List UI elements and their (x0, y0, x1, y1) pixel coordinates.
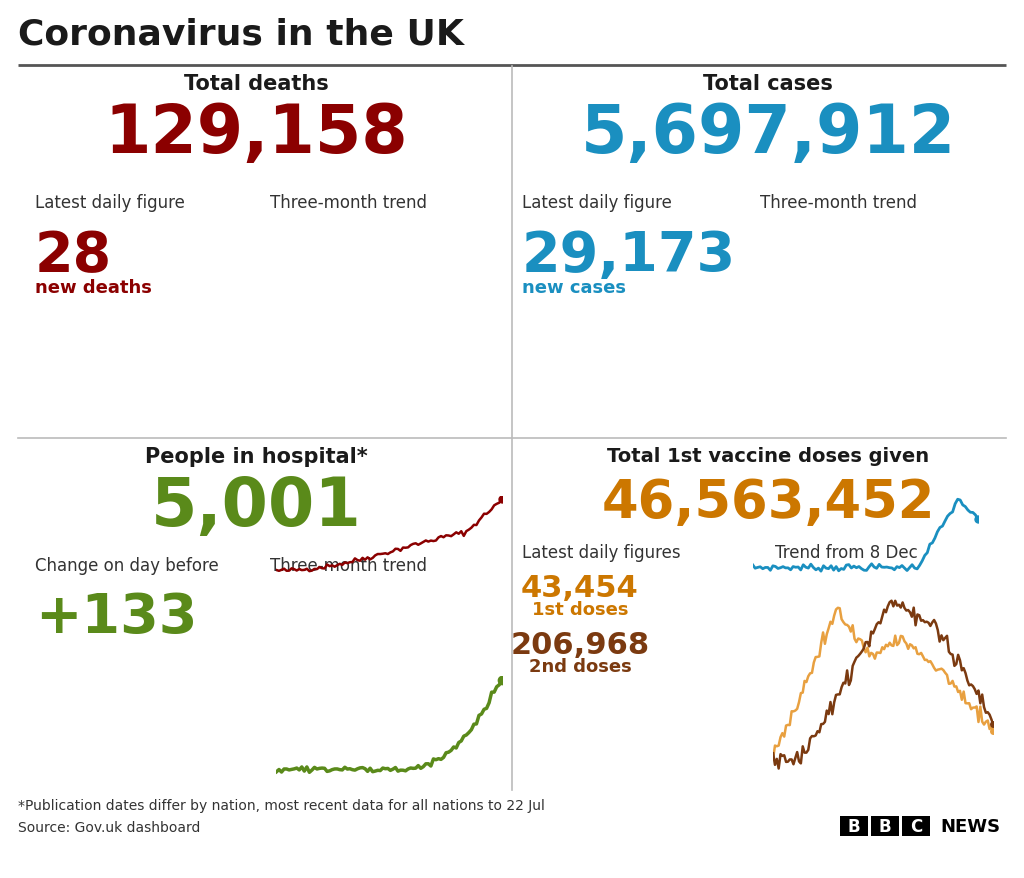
Text: 28: 28 (35, 229, 113, 283)
Text: B: B (848, 817, 860, 835)
Text: Three-month trend: Three-month trend (760, 194, 918, 212)
Text: 5,697,912: 5,697,912 (581, 101, 955, 167)
Text: new deaths: new deaths (35, 278, 152, 297)
Text: NEWS: NEWS (940, 817, 1000, 835)
Text: Total cases: Total cases (703, 74, 833, 94)
Text: 5,001: 5,001 (151, 473, 361, 539)
Text: Trend from 8 Dec: Trend from 8 Dec (775, 543, 918, 561)
FancyBboxPatch shape (871, 816, 899, 836)
Text: Latest daily figure: Latest daily figure (522, 194, 672, 212)
Text: Latest daily figures: Latest daily figures (522, 543, 681, 561)
Text: 43,454: 43,454 (521, 573, 639, 602)
Text: Three-month trend: Three-month trend (270, 557, 427, 574)
Text: Total 1st vaccine doses given: Total 1st vaccine doses given (607, 447, 929, 465)
Text: Latest daily figure: Latest daily figure (35, 194, 185, 212)
Text: Coronavirus in the UK: Coronavirus in the UK (18, 17, 464, 51)
FancyBboxPatch shape (902, 816, 930, 836)
Text: C: C (910, 817, 923, 835)
Text: B: B (879, 817, 891, 835)
FancyBboxPatch shape (840, 816, 868, 836)
Text: +133: +133 (35, 590, 198, 644)
Text: Change on day before: Change on day before (35, 557, 219, 574)
Text: Total deaths: Total deaths (183, 74, 329, 94)
Text: People in hospital*: People in hospital* (144, 447, 368, 466)
Text: 206,968: 206,968 (510, 630, 649, 659)
Text: Three-month trend: Three-month trend (270, 194, 427, 212)
Text: 1st doses: 1st doses (531, 601, 629, 618)
Text: 129,158: 129,158 (104, 101, 408, 167)
Text: 29,173: 29,173 (522, 229, 736, 283)
Text: 2nd doses: 2nd doses (528, 658, 632, 675)
Text: new cases: new cases (522, 278, 626, 297)
Text: *Publication dates differ by nation, most recent data for all nations to 22 Jul: *Publication dates differ by nation, mos… (18, 798, 545, 812)
Text: 46,563,452: 46,563,452 (601, 477, 935, 529)
Text: Source: Gov.uk dashboard: Source: Gov.uk dashboard (18, 820, 201, 834)
